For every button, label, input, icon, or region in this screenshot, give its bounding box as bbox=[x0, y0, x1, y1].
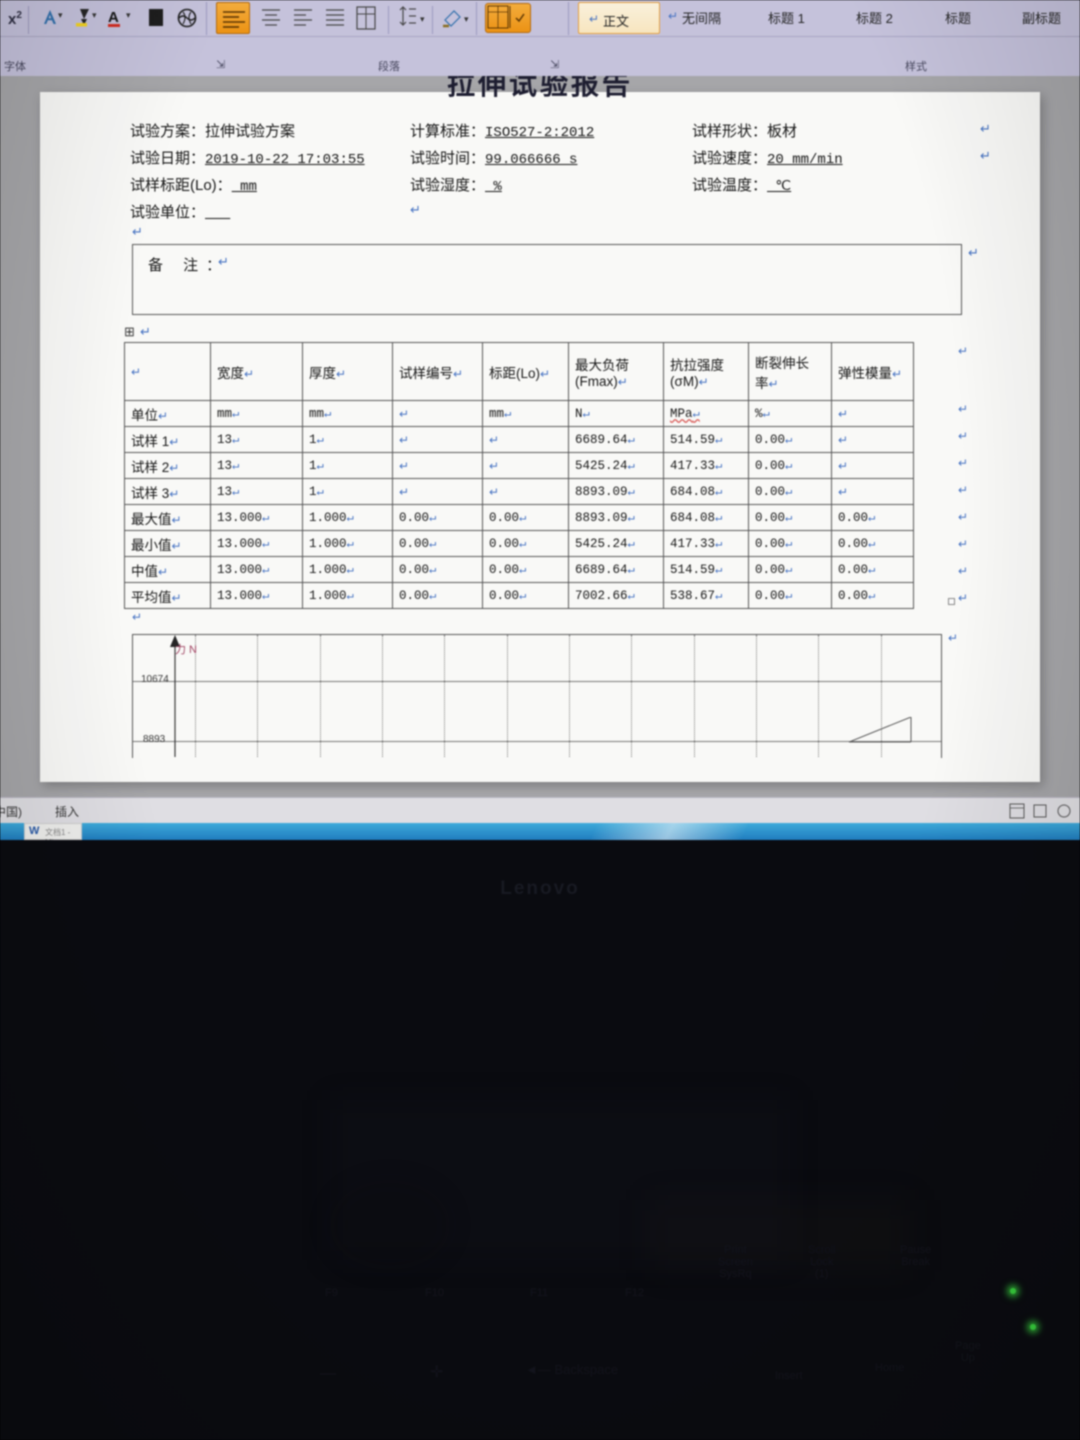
svg-text:A: A bbox=[108, 9, 119, 26]
